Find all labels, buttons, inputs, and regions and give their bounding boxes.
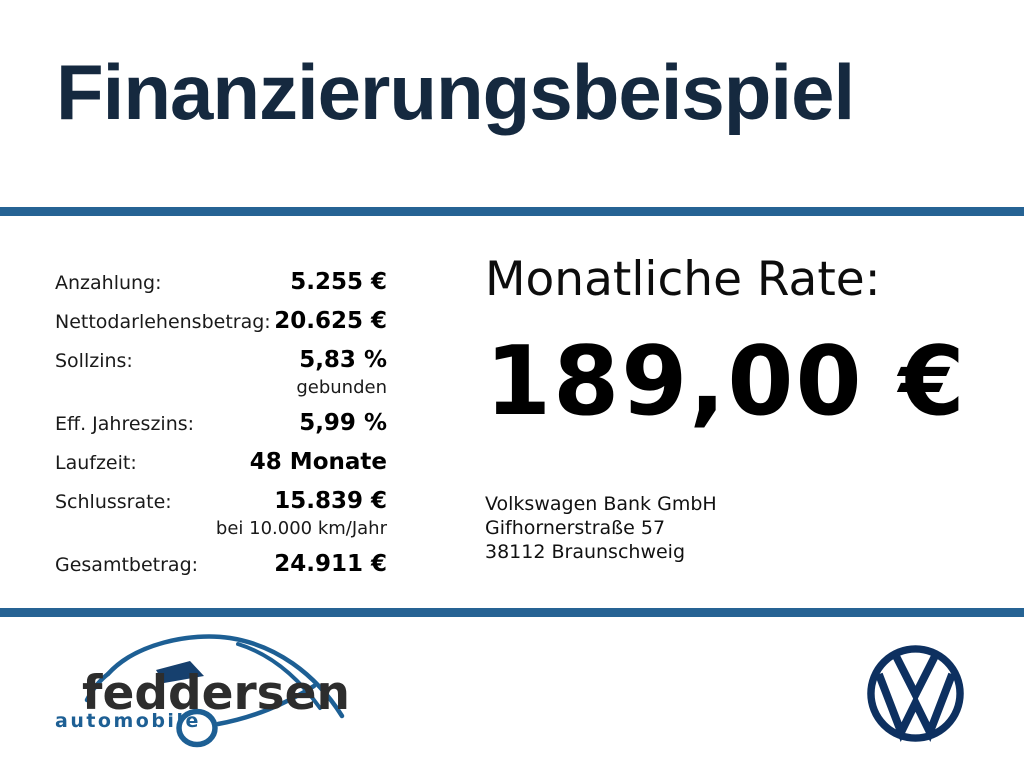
finance-note-sollzins: gebunden [296, 377, 387, 398]
finance-label: Eff. Jahreszins: [55, 413, 195, 435]
finance-label: Schlussrate: [55, 491, 172, 513]
bank-address-line: Gifhornerstraße 57 [485, 517, 666, 539]
finance-note-schlussrate: bei 10.000 km/Jahr [215, 518, 387, 539]
finance-value: 15.839 € [274, 488, 387, 514]
divider-top [0, 207, 1024, 216]
finance-value: 5,99 % [299, 410, 387, 436]
bank-address-line: Volkswagen Bank GmbH [485, 493, 717, 515]
monthly-rate-heading: Monatliche Rate: [485, 252, 881, 307]
finance-row-gesamtbetrag: Gesamtbetrag: 24.911 € [55, 552, 387, 577]
monthly-rate-amount: 189,00 € [485, 327, 967, 437]
finance-label: Anzahlung: [55, 272, 162, 294]
finance-value: 48 Monate [249, 449, 387, 475]
finance-value: 5,83 % [299, 347, 387, 373]
finance-label: Sollzins: [55, 350, 133, 372]
finance-label: Nettodarlehensbetrag: [55, 311, 271, 333]
divider-bottom [0, 608, 1024, 617]
dealer-logo: feddersen automobile [40, 628, 385, 764]
dealer-subtitle: automobile [55, 710, 201, 732]
finance-value: 20.625 € [274, 308, 387, 334]
car-outline-icon [84, 634, 345, 748]
page-title: Finanzierungsbeispiel [56, 48, 855, 136]
finance-row-anzahlung: Anzahlung: 5.255 € [55, 270, 387, 295]
finance-row-laufzeit: Laufzeit: 48 Monate [55, 450, 387, 475]
finance-row-sollzins: Sollzins: 5,83 % [55, 348, 387, 373]
finance-row-eff-jahreszins: Eff. Jahreszins: 5,99 % [55, 411, 387, 436]
dealer-name: feddersen [82, 666, 350, 721]
bank-address: Volkswagen Bank GmbH Gifhornerstraße 57 … [485, 492, 1005, 564]
finance-table: Anzahlung: 5.255 € Nettodarlehensbetrag:… [55, 270, 387, 591]
finance-row-schlussrate: Schlussrate: 15.839 € [55, 489, 387, 514]
finance-label: Laufzeit: [55, 452, 137, 474]
finance-row-nettodarlehensbetrag: Nettodarlehensbetrag: 20.625 € [55, 309, 387, 334]
finance-label: Gesamtbetrag: [55, 554, 199, 576]
bank-address-line: 38112 Braunschweig [485, 541, 686, 563]
finance-value: 24.911 € [274, 551, 387, 577]
vw-logo-icon [867, 645, 964, 742]
finance-value: 5.255 € [290, 269, 387, 295]
monthly-rate-block: Monatliche Rate: 189,00 € Volkswagen Ban… [485, 252, 1005, 564]
